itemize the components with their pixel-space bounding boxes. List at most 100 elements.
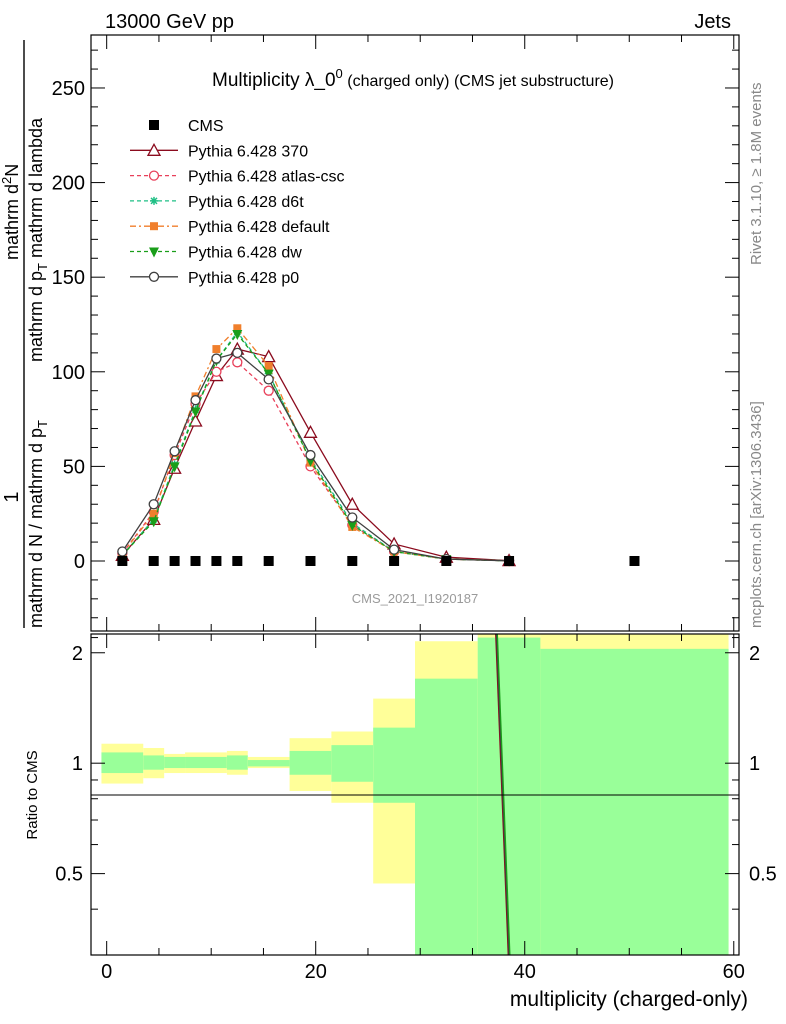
ratio-stat-uncertainty-band — [289, 750, 332, 775]
series-point — [149, 509, 158, 518]
legend-label: Pythia 6.428 p0 — [188, 270, 299, 287]
main-panel-frame — [90, 34, 740, 632]
ratio-stat-uncertainty-band — [415, 678, 478, 955]
x-tick-label: 40 — [514, 961, 536, 983]
ratio-stat-uncertainty-band — [101, 752, 144, 774]
ratio-stat-uncertainty-band — [540, 648, 729, 955]
series-point — [347, 512, 358, 523]
ratio-stat-uncertainty-band — [143, 755, 165, 770]
x-tick-label: 0 — [101, 961, 112, 983]
series-polyline — [121, 348, 510, 562]
cms-data-point — [263, 555, 274, 566]
legend-entry: Pythia 6.428 atlas-csc — [130, 169, 345, 186]
main-x-ticks — [106, 35, 735, 631]
legend-label: Pythia 6.428 dw — [188, 245, 302, 262]
series-point — [305, 449, 316, 461]
series-point — [148, 499, 159, 510]
main-y-tick-label: 0 — [74, 551, 85, 573]
main-panel: Multiplicity λ_00 (charged only) (CMS je… — [52, 34, 740, 632]
series-point — [190, 407, 201, 418]
ratio-y-tick-label: 2 — [72, 643, 83, 665]
series-point — [263, 385, 274, 396]
series-point — [303, 424, 318, 438]
series-point — [388, 544, 400, 555]
ratio-panel: 0.5 0.5 1 1 2 2 0 20 40 60 Ratio to CMS multipli… — [24, 633, 777, 1011]
legend-entry: CMS — [149, 118, 224, 135]
main-y-tick-label: 100 — [52, 362, 85, 384]
ratio-stat-uncertainty-band — [373, 727, 415, 803]
ratio-panel-frame — [90, 633, 740, 956]
ratio-y-tick-label-right: 1 — [749, 753, 760, 775]
legend-entry: Pythia 6.428 p0 — [130, 270, 299, 287]
ratio-y-tick-label: 1 — [72, 753, 83, 775]
ratio-y-tick-label-right: 2 — [749, 643, 760, 665]
series-point — [345, 496, 360, 510]
legend-label: Pythia 6.428 370 — [188, 143, 308, 160]
ratio-y-tick-label: 0.5 — [55, 864, 83, 886]
x-tick-label: 60 — [723, 961, 745, 983]
series-point — [261, 349, 276, 363]
legend-label: Pythia 6.428 default — [188, 219, 330, 236]
legend-entry: Pythia 6.428 default — [130, 219, 330, 236]
main-y-axis-label: 1 mathrm d N / mathrm d pT mathrm d pT m… — [0, 40, 50, 628]
legend-marker — [150, 196, 158, 205]
series-point — [190, 395, 201, 406]
series-point — [232, 357, 243, 368]
legend-entry: Pythia 6.428 370 — [130, 142, 308, 160]
ratio-stat-uncertainty-band — [185, 756, 227, 769]
legend-marker — [150, 222, 158, 231]
cms-data-point — [232, 555, 243, 566]
series-point — [233, 324, 242, 333]
ratio-stat-uncertainty-band — [164, 756, 186, 769]
cms-data-point — [504, 555, 515, 566]
legend-entry: Pythia 6.428 d6t — [130, 194, 304, 211]
series-point — [211, 353, 222, 364]
series-polyline — [121, 361, 510, 562]
ratio-x-ticks: 0 20 40 60 — [101, 634, 745, 983]
header-category-label: Jets — [694, 11, 731, 33]
cms-data-point — [305, 555, 316, 566]
legend-label: Pythia 6.428 d6t — [188, 194, 304, 211]
main-y-tick-label: 250 — [52, 78, 85, 100]
series-polyline — [121, 327, 510, 562]
legend-marker — [148, 170, 160, 181]
series-point — [232, 347, 243, 359]
x-axis-label: multiplicity (charged-only) — [510, 988, 748, 1011]
legend-label: Pythia 6.428 atlas-csc — [188, 169, 345, 186]
series-polyline — [121, 330, 510, 562]
ratio-y-label: Ratio to CMS — [24, 750, 41, 839]
series-point — [264, 362, 273, 371]
series-polyline — [121, 332, 510, 562]
legend-marker — [148, 271, 160, 282]
cms-data-point — [190, 555, 201, 566]
rivet-label: Rivet 3.1.10, ≥ 1.8M events — [748, 83, 765, 266]
series-point — [347, 521, 358, 532]
header-energy-label: 13000 GeV pp — [105, 11, 234, 33]
main-series — [115, 324, 640, 567]
watermark: CMS_2021_I1920187 — [352, 591, 479, 606]
series-point — [169, 446, 180, 457]
ratio-stat-uncertainty-band — [226, 755, 248, 770]
series-point — [263, 374, 274, 385]
ratio-stat-uncertainty-band — [477, 637, 541, 955]
legend-marker — [149, 247, 159, 258]
ratio-y-tick-label-right: 0.5 — [749, 864, 777, 886]
series-point — [212, 345, 221, 354]
series-polyline — [121, 352, 510, 562]
y-label-numerator: mathrm d pT mathrm d lambda — [26, 117, 50, 362]
series-point — [232, 329, 243, 340]
cms-data-point — [169, 555, 180, 566]
legend-label: CMS — [188, 118, 224, 135]
cms-data-point — [347, 555, 358, 566]
y-label-denominator: mathrm d N / mathrm d pT — [26, 420, 50, 628]
y-label-numerator-top: mathrm d2N — [0, 164, 22, 260]
main-y-tick-label: 200 — [52, 173, 85, 195]
ratio-y-ticks: 0.5 0.5 1 1 2 2 — [55, 637, 777, 910]
cms-data-points — [117, 555, 640, 566]
series-point — [169, 462, 180, 473]
cms-data-point — [441, 555, 452, 566]
cms-data-point — [629, 555, 640, 566]
y-label-numerator-one: 1 — [1, 491, 23, 502]
main-y-tick-label: 150 — [52, 267, 85, 289]
